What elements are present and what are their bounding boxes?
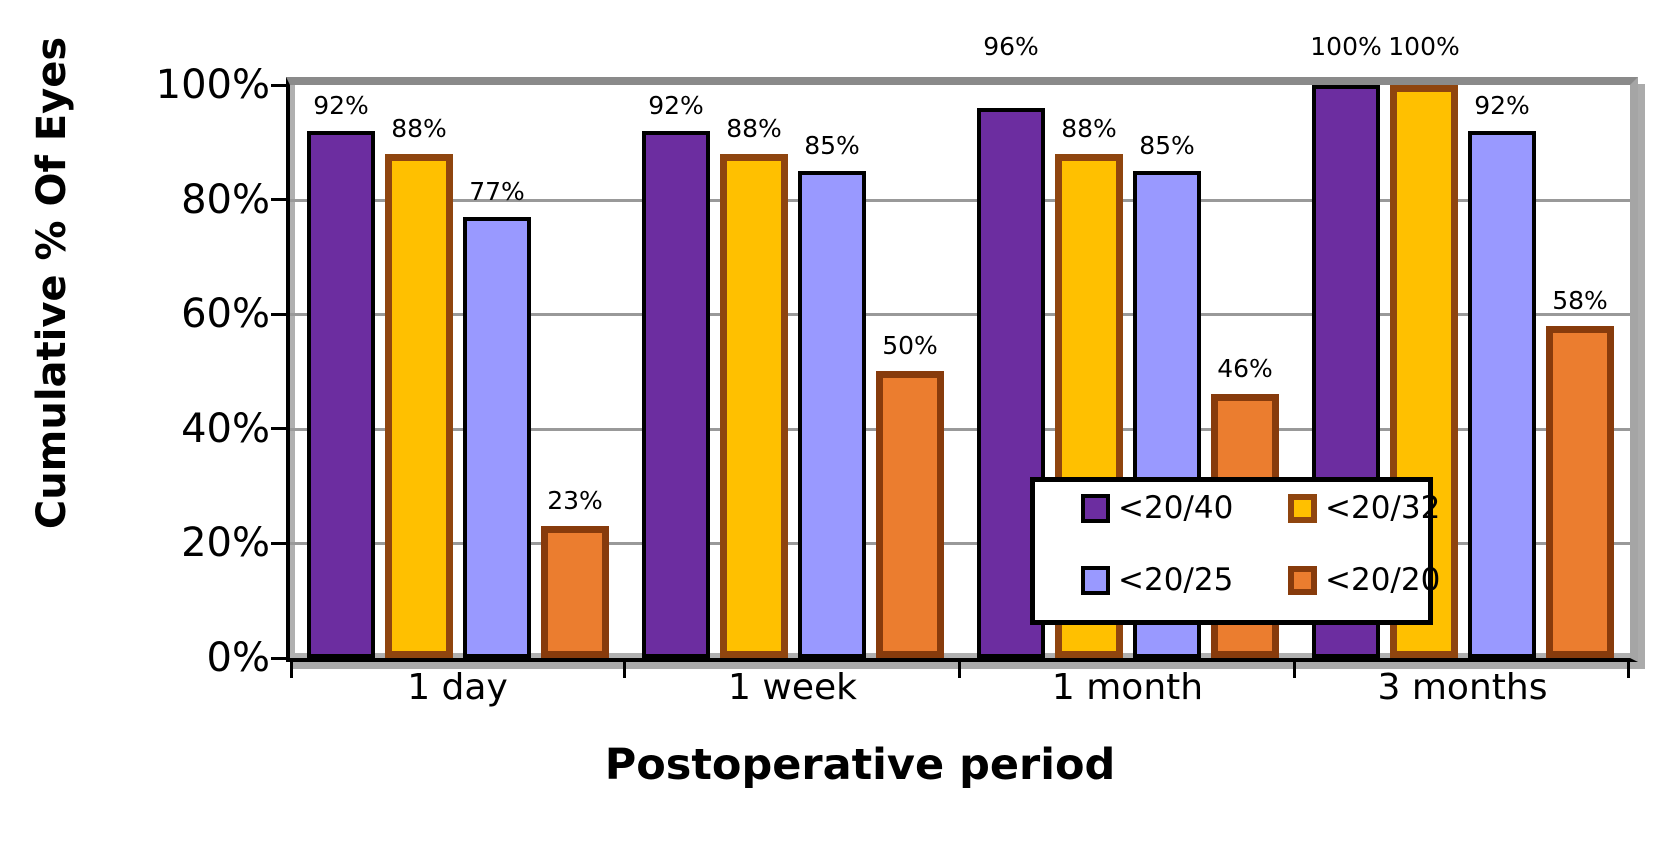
- y-tick-label: 80%: [181, 176, 270, 223]
- gridline: [290, 313, 1630, 317]
- bar: [385, 154, 453, 658]
- legend-swatch-icon: [1081, 493, 1110, 523]
- value-label: 85%: [804, 131, 860, 160]
- bar: [642, 131, 710, 658]
- x-axis-tick: [290, 658, 293, 678]
- bar: [876, 371, 944, 658]
- legend-label: <20/40: [1118, 490, 1234, 526]
- y-tick-label: 40%: [181, 405, 270, 452]
- gridline: [290, 198, 1630, 202]
- gridline: [290, 427, 1630, 431]
- legend-swatch-icon: [1288, 493, 1317, 523]
- y-tick-label: 60%: [181, 291, 270, 338]
- y-axis-tick: [271, 198, 286, 202]
- value-label: 88%: [391, 114, 447, 143]
- x-category-label: 1 day: [407, 667, 508, 708]
- y-axis-tick: [271, 427, 286, 431]
- legend-swatch-icon: [1288, 565, 1317, 595]
- value-label: 92%: [313, 91, 369, 120]
- bar: [720, 154, 788, 658]
- y-axis-title: Cumulative % Of Eyes: [29, 36, 75, 530]
- y-tick-label: 100%: [155, 62, 270, 108]
- value-label: 92%: [648, 91, 704, 120]
- value-label: 50%: [882, 331, 938, 360]
- value-label: 100%: [1310, 32, 1382, 61]
- x-axis-tick: [958, 658, 961, 678]
- legend: <20/40 <20/32 <20/25 <20/20: [1030, 477, 1440, 625]
- x-category-label: 3 months: [1377, 667, 1548, 708]
- value-label: 23%: [547, 486, 603, 515]
- value-label: 58%: [1552, 286, 1608, 315]
- legend-label: <20/20: [1325, 562, 1441, 598]
- legend-entry: <20/32: [1288, 488, 1440, 528]
- legend-entry: <20/40: [1081, 488, 1288, 528]
- value-label: 85%: [1139, 131, 1195, 160]
- y-axis-tick: [271, 312, 286, 316]
- legend-label: <20/25: [1118, 562, 1234, 598]
- legend-entry: <20/25: [1081, 560, 1288, 600]
- x-category-label: 1 week: [728, 667, 857, 708]
- x-axis-tick: [1627, 658, 1630, 678]
- gridline: [290, 542, 1630, 546]
- value-label: 100%: [1388, 32, 1460, 61]
- value-label: 88%: [726, 114, 782, 143]
- bar: [541, 526, 609, 658]
- bar: [798, 171, 866, 658]
- bar: [1546, 326, 1614, 658]
- value-label: 77%: [469, 177, 525, 206]
- x-category-label: 1 month: [1051, 667, 1204, 708]
- value-label: 92%: [1474, 91, 1530, 120]
- legend-label: <20/32: [1325, 490, 1441, 526]
- x-axis-title: Postoperative period: [604, 740, 1116, 790]
- x-axis-tick: [1293, 658, 1296, 678]
- legend-swatch-icon: [1081, 565, 1110, 595]
- y-tick-label: 0%: [206, 635, 270, 681]
- bar: [307, 131, 375, 658]
- y-axis-tick: [271, 541, 286, 545]
- y-axis-tick: [271, 83, 286, 87]
- value-label: 46%: [1217, 354, 1273, 383]
- y-tick-label: 20%: [181, 520, 270, 567]
- x-axis-tick: [623, 658, 626, 678]
- value-label: 96%: [983, 32, 1039, 61]
- legend-entry: <20/20: [1288, 560, 1440, 600]
- bar: [1468, 131, 1536, 658]
- bar: [463, 217, 531, 658]
- value-label: 88%: [1061, 114, 1117, 143]
- y-axis-tick: [271, 656, 286, 660]
